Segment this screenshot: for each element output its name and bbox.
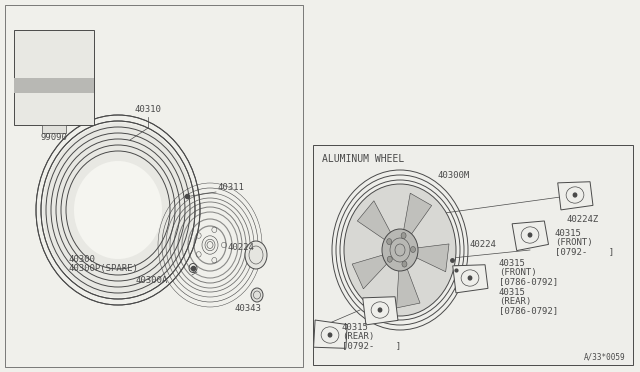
Ellipse shape xyxy=(410,247,415,253)
Text: [0786-0792]: [0786-0792] xyxy=(499,306,558,315)
Text: (REAR): (REAR) xyxy=(342,332,374,341)
Polygon shape xyxy=(397,269,420,308)
Text: (REAR): (REAR) xyxy=(499,297,531,306)
Polygon shape xyxy=(452,265,488,293)
Text: 40300: 40300 xyxy=(68,255,95,264)
Bar xyxy=(14,77,94,93)
Ellipse shape xyxy=(328,333,332,337)
Polygon shape xyxy=(417,244,449,272)
Polygon shape xyxy=(352,255,387,289)
Text: 40315: 40315 xyxy=(499,259,526,268)
Text: 40315: 40315 xyxy=(555,229,582,238)
Ellipse shape xyxy=(573,193,577,197)
Ellipse shape xyxy=(245,241,267,269)
Text: 40315: 40315 xyxy=(342,323,369,332)
Text: 40315: 40315 xyxy=(499,288,526,297)
Text: [0786-0792]: [0786-0792] xyxy=(499,277,558,286)
Text: 40300A: 40300A xyxy=(136,276,168,285)
Text: 40224Z: 40224Z xyxy=(567,215,599,224)
Text: A/33*0059: A/33*0059 xyxy=(584,353,625,362)
Text: 40343: 40343 xyxy=(235,304,261,313)
Text: 40224: 40224 xyxy=(470,240,497,249)
Ellipse shape xyxy=(74,161,162,259)
Polygon shape xyxy=(314,320,347,348)
Ellipse shape xyxy=(251,288,263,302)
Bar xyxy=(42,125,66,133)
Ellipse shape xyxy=(402,261,407,267)
Ellipse shape xyxy=(468,276,472,280)
Text: 40300P(SPARE): 40300P(SPARE) xyxy=(68,264,138,273)
Ellipse shape xyxy=(387,256,392,262)
Text: (FRONT): (FRONT) xyxy=(555,238,593,247)
Polygon shape xyxy=(404,193,431,234)
Text: [0792-    ]: [0792- ] xyxy=(555,247,614,256)
Ellipse shape xyxy=(43,123,193,297)
Text: 40224: 40224 xyxy=(228,243,255,252)
Text: ALUMINUM WHEEL: ALUMINUM WHEEL xyxy=(322,154,404,164)
Text: [0792-    ]: [0792- ] xyxy=(342,341,401,350)
Text: 40311: 40311 xyxy=(218,183,245,192)
Ellipse shape xyxy=(528,233,532,237)
Polygon shape xyxy=(363,297,398,325)
Ellipse shape xyxy=(387,238,392,245)
Ellipse shape xyxy=(382,229,418,271)
Bar xyxy=(5,5,303,367)
Polygon shape xyxy=(557,182,593,210)
Ellipse shape xyxy=(344,184,456,316)
Text: 99090: 99090 xyxy=(40,133,67,142)
Ellipse shape xyxy=(378,308,381,312)
Text: 40310: 40310 xyxy=(134,105,161,114)
Polygon shape xyxy=(357,201,390,240)
Polygon shape xyxy=(512,221,548,251)
Bar xyxy=(313,145,633,365)
Ellipse shape xyxy=(401,232,406,238)
Text: 40300M: 40300M xyxy=(438,171,470,180)
Bar xyxy=(14,30,94,125)
Text: (FRONT): (FRONT) xyxy=(499,268,536,277)
